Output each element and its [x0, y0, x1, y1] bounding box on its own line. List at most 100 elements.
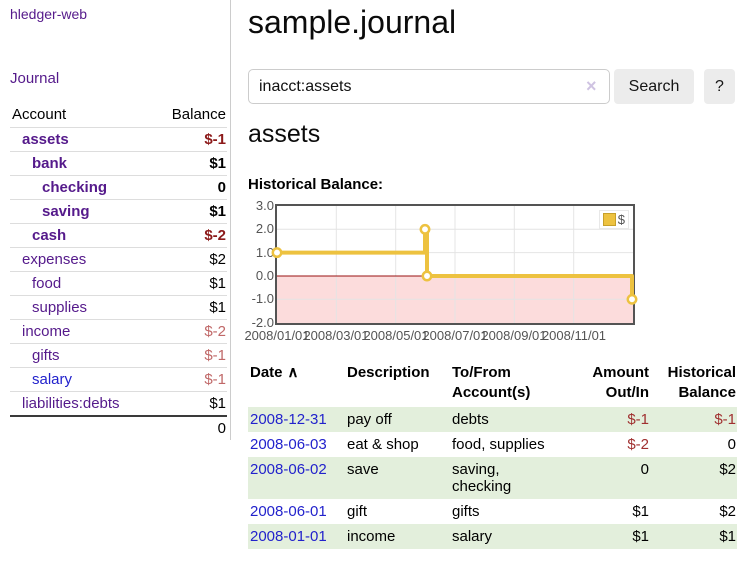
y-axis-tick: -2.0 [251, 315, 274, 330]
transaction-date-link[interactable]: 2008-06-01 [250, 503, 327, 520]
clear-search-icon[interactable]: × [586, 76, 597, 96]
account-link-liabilities-debts[interactable]: liabilities:debts [22, 395, 120, 412]
transaction-accounts: salary [452, 528, 493, 545]
account-balance: 0 [152, 175, 227, 200]
balance-column-header: Balance [171, 106, 226, 123]
historical-balance-chart: 3.0 2.0 1.0 0.0 -1.0 -2.0 [244, 198, 737, 345]
transaction-amount: $-1 [627, 411, 649, 428]
data-point-markers [271, 223, 638, 305]
accounts-column-header: To/From Account(s) [452, 364, 531, 401]
x-axis-tick: 2008/09/01 [481, 328, 547, 343]
transaction-description: gift [347, 503, 368, 520]
account-row-expenses: expenses $2 [10, 247, 227, 272]
account-balance: $-1 [152, 367, 227, 392]
amount-column-header: Amount Out/In [592, 364, 649, 401]
x-axis-tick: 2008/11/01 [541, 328, 607, 343]
chart-canvas [271, 206, 638, 323]
account-row-checking: checking 0 [10, 175, 227, 200]
description-column-header: Description [347, 364, 430, 381]
account-row-salary: salary $-1 [10, 367, 227, 392]
transaction-accounts: saving, checking [452, 461, 512, 495]
accounts-balance-table: Account Balance assets $-1 bank $1 check… [10, 103, 227, 440]
transaction-accounts: food, supplies [452, 436, 545, 453]
legend-label: $ [617, 212, 625, 227]
transaction-date-link[interactable]: 2008-06-02 [250, 461, 327, 478]
account-link-income[interactable]: income [22, 323, 71, 340]
account-link-saving[interactable]: saving [42, 203, 90, 220]
transaction-description: eat & shop [347, 436, 419, 453]
transaction-balance: $2 [719, 503, 736, 520]
transaction-amount: $1 [632, 503, 649, 520]
date-column-header[interactable]: Date ∧ [250, 364, 299, 381]
account-link-expenses[interactable]: expenses [22, 251, 87, 268]
account-row-food: food $1 [10, 271, 227, 296]
help-button[interactable]: ? [704, 69, 735, 104]
account-balance: $-2 [152, 319, 227, 344]
account-heading: assets [248, 120, 321, 148]
x-axis-tick: 2008/03/01 [303, 328, 369, 343]
account-link-food[interactable]: food [32, 275, 62, 292]
transaction-date-link[interactable]: 2008-01-01 [250, 528, 327, 545]
transaction-date-link[interactable]: 2008-12-31 [250, 411, 327, 428]
transaction-amount: $1 [632, 528, 649, 545]
transaction-balance: 0 [727, 436, 736, 453]
account-row-income: income $-2 [10, 319, 227, 344]
search-input[interactable] [248, 69, 610, 104]
account-balance: $1 [152, 391, 227, 416]
chart-legend: $ [598, 210, 629, 229]
transaction-description: income [347, 528, 396, 545]
transaction-balance: $2 [719, 461, 736, 478]
sidebar-item-journal[interactable]: Journal [10, 70, 60, 87]
y-axis-tick: 2.0 [255, 221, 274, 236]
account-balance: $-2 [152, 223, 227, 248]
accounts-total-balance: 0 [152, 415, 227, 440]
y-axis-tick: -1.0 [251, 291, 274, 306]
account-link-cash[interactable]: cash [32, 227, 67, 244]
account-link-salary[interactable]: salary [32, 371, 73, 388]
main-content: sample.journal × Search ? assets Histori… [244, 0, 737, 549]
account-balance: $2 [152, 247, 227, 272]
account-balance: $1 [152, 151, 227, 176]
account-row-saving: saving $1 [10, 199, 227, 224]
account-link-assets[interactable]: assets [22, 131, 69, 148]
x-axis-tick: 2008/05/01 [363, 328, 429, 343]
transaction-balance: $1 [719, 528, 736, 545]
transaction-row: 2008-06-01 gift gifts $1 $2 [248, 499, 737, 524]
transaction-balance: $-1 [714, 411, 736, 428]
page-title: sample.journal [248, 4, 457, 40]
transaction-amount: $-2 [627, 436, 649, 453]
search-form: × Search ? [248, 69, 737, 104]
transaction-description: pay off [347, 411, 392, 428]
chart-plot-area: $ [271, 204, 638, 325]
account-link-supplies[interactable]: supplies [32, 299, 88, 316]
account-balance: $-1 [152, 343, 227, 368]
account-link-bank[interactable]: bank [32, 155, 68, 172]
transaction-date-link[interactable]: 2008-06-03 [250, 436, 327, 453]
balance-column-header: Historical Balance [667, 364, 736, 401]
transaction-row: 2008-06-03 eat & shop food, supplies $-2… [248, 432, 737, 457]
account-balance: $1 [152, 295, 227, 320]
account-link-checking[interactable]: checking [42, 179, 108, 196]
transaction-description: save [347, 461, 379, 478]
x-axis-tick: 2008/01/01 [244, 328, 310, 343]
transaction-row: 2008-06-02 save saving, checking 0 $2 [248, 457, 737, 499]
account-row-assets: assets $-1 [10, 127, 227, 152]
transaction-accounts: gifts [452, 503, 480, 520]
account-column-header: Account [12, 106, 67, 123]
account-row-liabilities-debts: liabilities:debts $1 [10, 391, 227, 416]
transaction-row: 2008-12-31 pay off debts $-1 $-1 [248, 407, 737, 432]
account-row-cash: cash $-2 [10, 223, 227, 248]
register-header-row: Date ∧ Description To/From Account(s) Amo… [248, 361, 737, 407]
chart-title: Historical Balance: [248, 176, 384, 193]
search-button[interactable]: Search [614, 69, 694, 104]
account-balance: $1 [152, 199, 227, 224]
register-table: Date ∧ Description To/From Account(s) Amo… [248, 361, 737, 549]
app-brand-link[interactable]: hledger-web [10, 6, 88, 22]
y-axis-tick: 0.0 [255, 268, 274, 283]
account-balance: $1 [152, 271, 227, 296]
y-axis-tick: 3.0 [255, 198, 274, 213]
transaction-amount: 0 [640, 461, 649, 478]
x-axis-tick: 2008/07/01 [422, 328, 488, 343]
accounts-table-header: Account Balance [10, 103, 227, 128]
account-link-gifts[interactable]: gifts [32, 347, 60, 364]
